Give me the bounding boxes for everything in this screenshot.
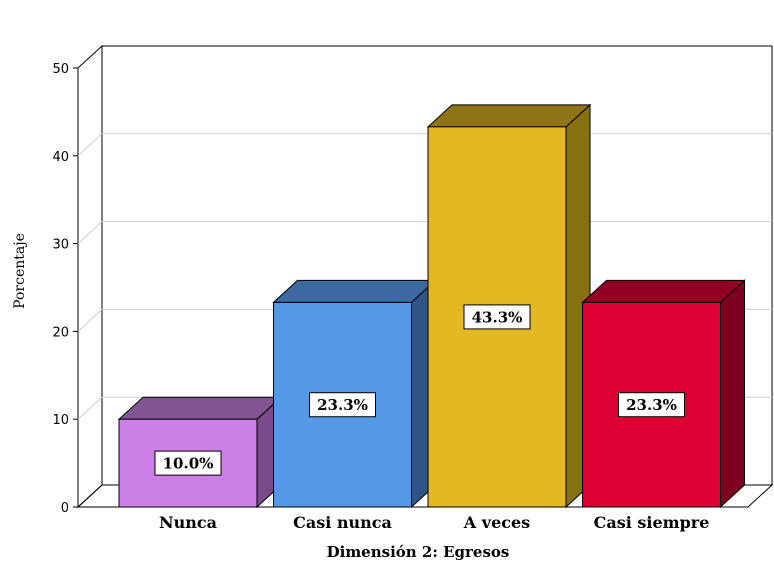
bar-top-face (117, 396, 283, 420)
bar-4 (581, 279, 746, 509)
data-label-text: 23.3% (626, 396, 677, 414)
data-label-box (309, 392, 376, 418)
data-label-box (463, 304, 531, 330)
y-axis-title: Porcentaje (12, 233, 28, 309)
bar-top-face (426, 104, 592, 128)
y-tick-label: 0 (61, 501, 69, 516)
bar-front-face (273, 301, 412, 508)
data-label: 10.0% (154, 450, 222, 476)
y-tick-label: 20 (52, 325, 69, 340)
y-tick-label: 10 (52, 413, 69, 428)
data-label-text: 23.3% (317, 396, 368, 414)
gridline-side (77, 221, 103, 244)
gridline-side (77, 309, 103, 332)
data-label-text: 43.3% (472, 308, 523, 326)
x-category-label: Nunca (159, 513, 217, 532)
x-category-labels: Nunca Casi nunca A veces Casi siempre (159, 513, 709, 532)
gridline-side (77, 396, 103, 420)
bars (117, 103, 746, 509)
y-tick-labels: 0 10 20 30 40 50 (52, 62, 78, 516)
data-label-box (154, 450, 222, 476)
y-tick-label: 40 (52, 150, 69, 165)
x-category-label: Casi nunca (293, 513, 392, 532)
x-category-label: A veces (463, 513, 530, 532)
data-label-text: 10.0% (163, 455, 214, 473)
gridline-side (77, 133, 103, 157)
y-tick-label: 50 (52, 62, 69, 77)
data-label-box (618, 392, 685, 418)
data-labels: 10.0% 23.3% 43.3% 23.3% (154, 304, 685, 476)
data-label: 43.3% (463, 304, 531, 330)
bar-top-face (581, 279, 746, 303)
x-category-label: Casi siempre (594, 513, 710, 532)
left-wall (77, 44, 103, 509)
x-axis-title: Dimensión 2: Egresos (327, 543, 510, 561)
bar-top-face (272, 279, 437, 303)
bar-side-face (720, 279, 745, 509)
y-tick-label: 30 (52, 238, 69, 253)
data-label: 23.3% (618, 392, 685, 418)
data-label: 23.3% (309, 392, 376, 418)
